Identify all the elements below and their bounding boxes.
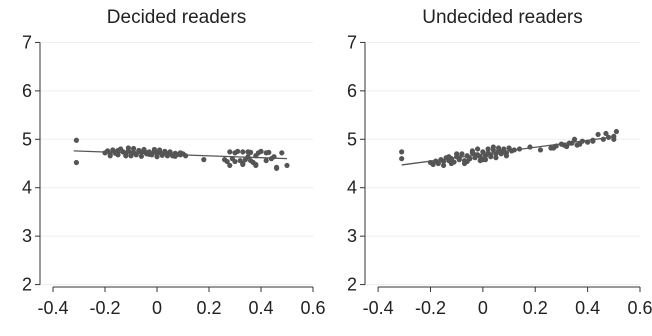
right-data-point [435,160,441,167]
right-y-tick-label: 6 [347,81,357,101]
left-data-point [235,148,241,154]
right-data-point [475,146,481,152]
left-data-point [232,158,238,165]
right-data-point [503,153,510,159]
left-panel-title: Decided readers [107,7,246,28]
left-data-point [279,150,285,156]
right-data-point [613,128,620,135]
right-y-tick-label: 4 [347,178,357,198]
right-data-point [440,162,447,169]
right-data-point [454,151,460,157]
left-data-point [151,146,157,153]
left-data-point [245,149,251,155]
left-y-tick-label: 5 [22,129,32,149]
left-data-point [138,153,144,159]
left-data-point [131,145,137,152]
right-data-point [495,145,502,151]
left-data-point [240,161,246,168]
right-data-point [480,149,486,155]
right-data-point [467,156,473,162]
right-data-point [399,149,405,155]
left-data-point [73,159,79,166]
left-data-point [253,162,259,169]
left-fit-line [73,150,288,160]
left-data-point [123,153,129,159]
left-y-tick-label: 3 [22,226,32,246]
right-x-tick-label: 0.4 [575,298,600,318]
left-y-tick-label: 4 [22,178,32,198]
right-data-point [459,151,465,157]
left-data-point [107,153,113,159]
right-panel: Undecided readers 2 3 4 5 6 7 -0.4 -0.2 0 0.2 0.4 0.… [347,7,652,318]
right-x-tick-label: 0.2 [523,298,548,318]
right-data-point [537,147,544,153]
right-x-tick-label: -0.4 [363,298,394,318]
right-y-tick-label: 2 [347,275,357,295]
left-data-point [263,150,269,156]
left-data-point [263,157,269,164]
left-x-tick-label: 0.6 [300,298,325,318]
left-data-point [201,157,207,163]
right-panel-title: Undecided readers [422,7,583,28]
right-data-point [448,160,455,167]
right-data-point [482,157,489,163]
left-data-point [227,149,233,155]
right-y-tick-label: 7 [347,32,357,52]
left-data-point [112,150,118,156]
right-data-point [399,156,405,162]
left-data-point [167,149,173,155]
left-data-point [274,164,280,170]
left-data-point [248,157,254,164]
right-data-point [595,131,601,138]
left-data-point [157,147,163,153]
left-x-tick-label: -0.2 [89,298,120,318]
left-data-point [183,153,189,159]
right-data-point [477,157,483,164]
right-data-point [469,148,475,154]
right-x-tick-label: 0 [478,298,488,318]
right-data-point [550,145,557,151]
left-data-point [240,149,246,155]
left-y-tick-label: 6 [22,81,32,101]
right-data-point [603,130,609,137]
left-data-point [120,149,126,155]
left-y-tick-label: 7 [22,32,32,52]
right-y-tick-label: 3 [347,226,357,246]
left-x-tick-label: -0.4 [37,298,68,318]
left-panel: Decided readers 2 3 4 5 6 7 -0.4 -0.2 0 0.2 0.4 0.6 [22,7,326,318]
right-x-tick-label: 0.6 [627,298,652,318]
right-data-point [490,144,496,150]
left-data-point [154,154,160,160]
left-data-point [136,147,142,154]
left-x-tick-label: 0 [152,298,162,318]
left-y-tick-label: 2 [22,275,32,295]
right-data-point [611,136,617,142]
left-data-point [125,145,131,151]
left-data-point [224,158,230,165]
right-fit-line [401,136,614,166]
left-data-point [141,148,147,154]
right-data-point [485,146,491,152]
right-data-point [493,155,499,161]
left-x-tick-label: 0.2 [196,298,221,318]
right-data-point [577,141,583,147]
left-data-point [73,137,79,143]
right-x-tick-label: -0.2 [415,298,446,318]
right-data-point [440,158,447,165]
right-data-point [488,154,494,160]
left-data-point [284,162,290,169]
right-data-point [461,160,468,167]
left-x-tick-label: 0.4 [248,298,273,318]
left-data-point [227,162,233,169]
left-data-point [128,153,134,159]
right-y-tick-label: 5 [347,129,357,149]
right-data-point [571,136,578,142]
